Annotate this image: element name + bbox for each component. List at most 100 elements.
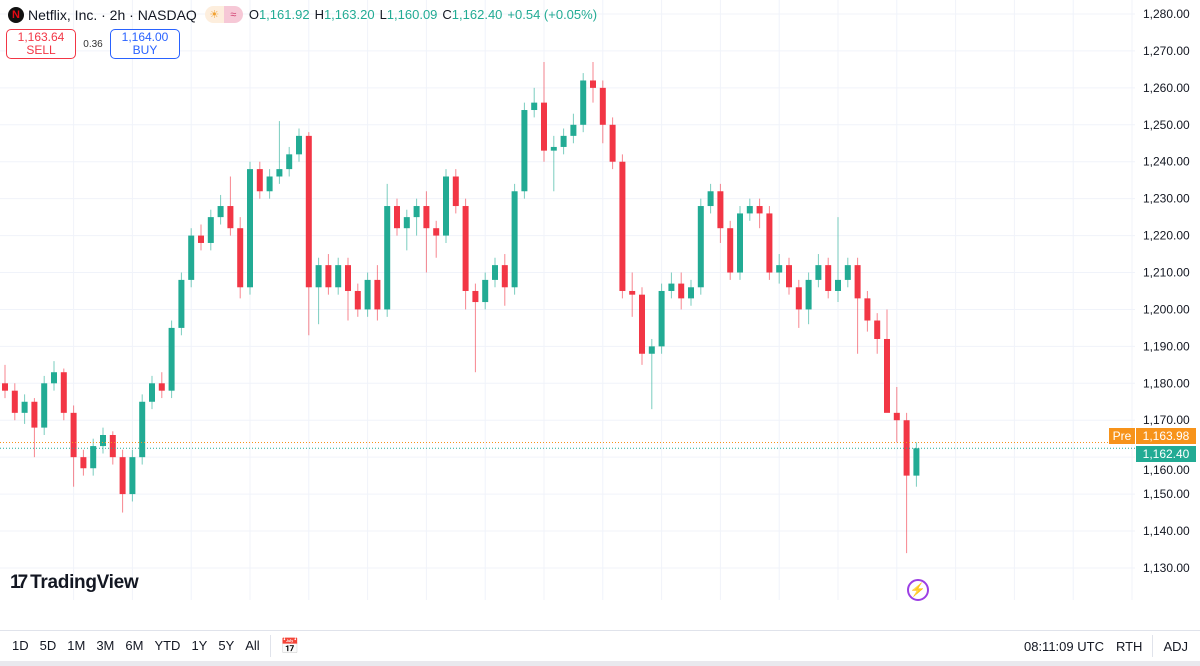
y-tick-label: 1,180.00 [1143, 376, 1190, 390]
candle-body [639, 294, 645, 354]
candle-body [305, 135, 312, 288]
session-button[interactable]: RTH [1115, 638, 1143, 654]
date-range-icon[interactable]: 📅 [280, 637, 300, 655]
candle-body [423, 206, 430, 229]
sell-button[interactable]: 1,163.64 SELL [6, 29, 76, 59]
candle [805, 272, 812, 325]
candle-body [884, 338, 890, 413]
range-5y[interactable]: 5Y [218, 638, 235, 653]
y-tick-label: 1,240.00 [1143, 155, 1190, 169]
candle [864, 290, 871, 332]
y-tick-label: 1,170.00 [1143, 413, 1190, 427]
candlestick-chart[interactable]: 1,280.00 1,270.00 1,260.00 1,250.00 1,240.00… [0, 0, 1200, 600]
range-5d[interactable]: 5D [39, 638, 57, 653]
candle [737, 206, 743, 280]
candle-body [2, 383, 8, 391]
range-ytd[interactable]: YTD [154, 638, 181, 653]
candle [413, 198, 420, 236]
candle [247, 161, 253, 295]
candle [678, 272, 685, 310]
candle-body [727, 228, 734, 273]
candle [884, 309, 890, 413]
lightning-icon[interactable]: ⚡ [907, 579, 929, 601]
high-label: H [314, 7, 324, 22]
candle [903, 412, 910, 554]
candle [168, 320, 175, 399]
buy-button[interactable]: 1,164.00 BUY [110, 29, 180, 59]
candle-body [648, 346, 655, 354]
candle-body [364, 279, 371, 310]
candle [619, 154, 626, 299]
candle [599, 80, 606, 144]
candle [766, 206, 773, 280]
sell-label: SELL [26, 43, 56, 57]
candle [697, 198, 704, 295]
range-1y[interactable]: 1Y [191, 638, 208, 653]
divider [1152, 635, 1154, 657]
candle [423, 191, 430, 273]
candle-body [501, 265, 508, 288]
candle [893, 386, 900, 443]
y-tick-label: 1,160.00 [1143, 463, 1190, 477]
candle-body [443, 176, 449, 236]
candle-body [433, 228, 440, 236]
candle-body [874, 320, 881, 339]
y-tick-label: 1,210.00 [1143, 266, 1190, 280]
candle-body [462, 206, 469, 291]
candle [913, 442, 920, 487]
range-6m[interactable]: 6M [125, 638, 144, 653]
candle [296, 128, 302, 162]
wave-icon[interactable]: ≈ [223, 6, 243, 23]
range-3m[interactable]: 3M [96, 638, 115, 653]
candle [727, 220, 734, 280]
candle [492, 257, 498, 288]
candle [560, 128, 567, 155]
pre-price-tag [1136, 428, 1196, 444]
clock-time[interactable]: 08:11:09 UTC [1023, 638, 1104, 654]
candle-body [746, 206, 753, 214]
candle-body [521, 110, 528, 192]
candle [844, 257, 851, 288]
candle [305, 132, 312, 336]
candle-body [266, 176, 273, 192]
candle-body [188, 235, 195, 280]
candle-body [482, 279, 489, 303]
range-1m[interactable]: 1M [67, 638, 86, 653]
sell-price: 1,163.64 [17, 30, 65, 44]
symbol-title[interactable]: Netflix, Inc. · 2h · NASDAQ [28, 6, 197, 23]
candle-body [345, 265, 351, 291]
candle [815, 254, 822, 288]
range-1d[interactable]: 1D [12, 638, 29, 653]
candle [511, 183, 518, 295]
candle-body [315, 265, 322, 288]
candle [207, 209, 214, 251]
bottom-toolbar: 1D 5D 1M 3M 6M YTD 1Y 5Y All 📅 08:11:09 UTC RTH … [0, 630, 1200, 660]
adj-button[interactable]: ADJ [1163, 638, 1188, 654]
candle [795, 279, 802, 328]
candle [100, 427, 106, 454]
candle [707, 183, 714, 214]
candle [776, 254, 783, 284]
candle-body [805, 279, 812, 310]
candle-body [149, 383, 155, 402]
range-all[interactable]: All [245, 638, 260, 653]
candle-body [11, 390, 18, 413]
candle [119, 449, 126, 513]
pre-label: Pre [1113, 429, 1132, 443]
candle-body [737, 213, 743, 273]
candle [756, 198, 763, 229]
candle [276, 121, 283, 184]
candle [158, 372, 165, 399]
candle [403, 209, 410, 251]
candle-body [237, 228, 244, 288]
candle-body [90, 446, 97, 469]
candle-body [276, 169, 283, 177]
candle-body [531, 102, 538, 111]
tradingview-logo[interactable]: 17 TradingView [10, 572, 139, 593]
candle-body [335, 265, 342, 288]
candle [384, 183, 391, 317]
sun-icon[interactable]: ☀ [204, 6, 224, 23]
pre-price-label: 1,163.98 [1143, 429, 1190, 443]
candle [198, 224, 204, 251]
candle-body [795, 287, 802, 310]
